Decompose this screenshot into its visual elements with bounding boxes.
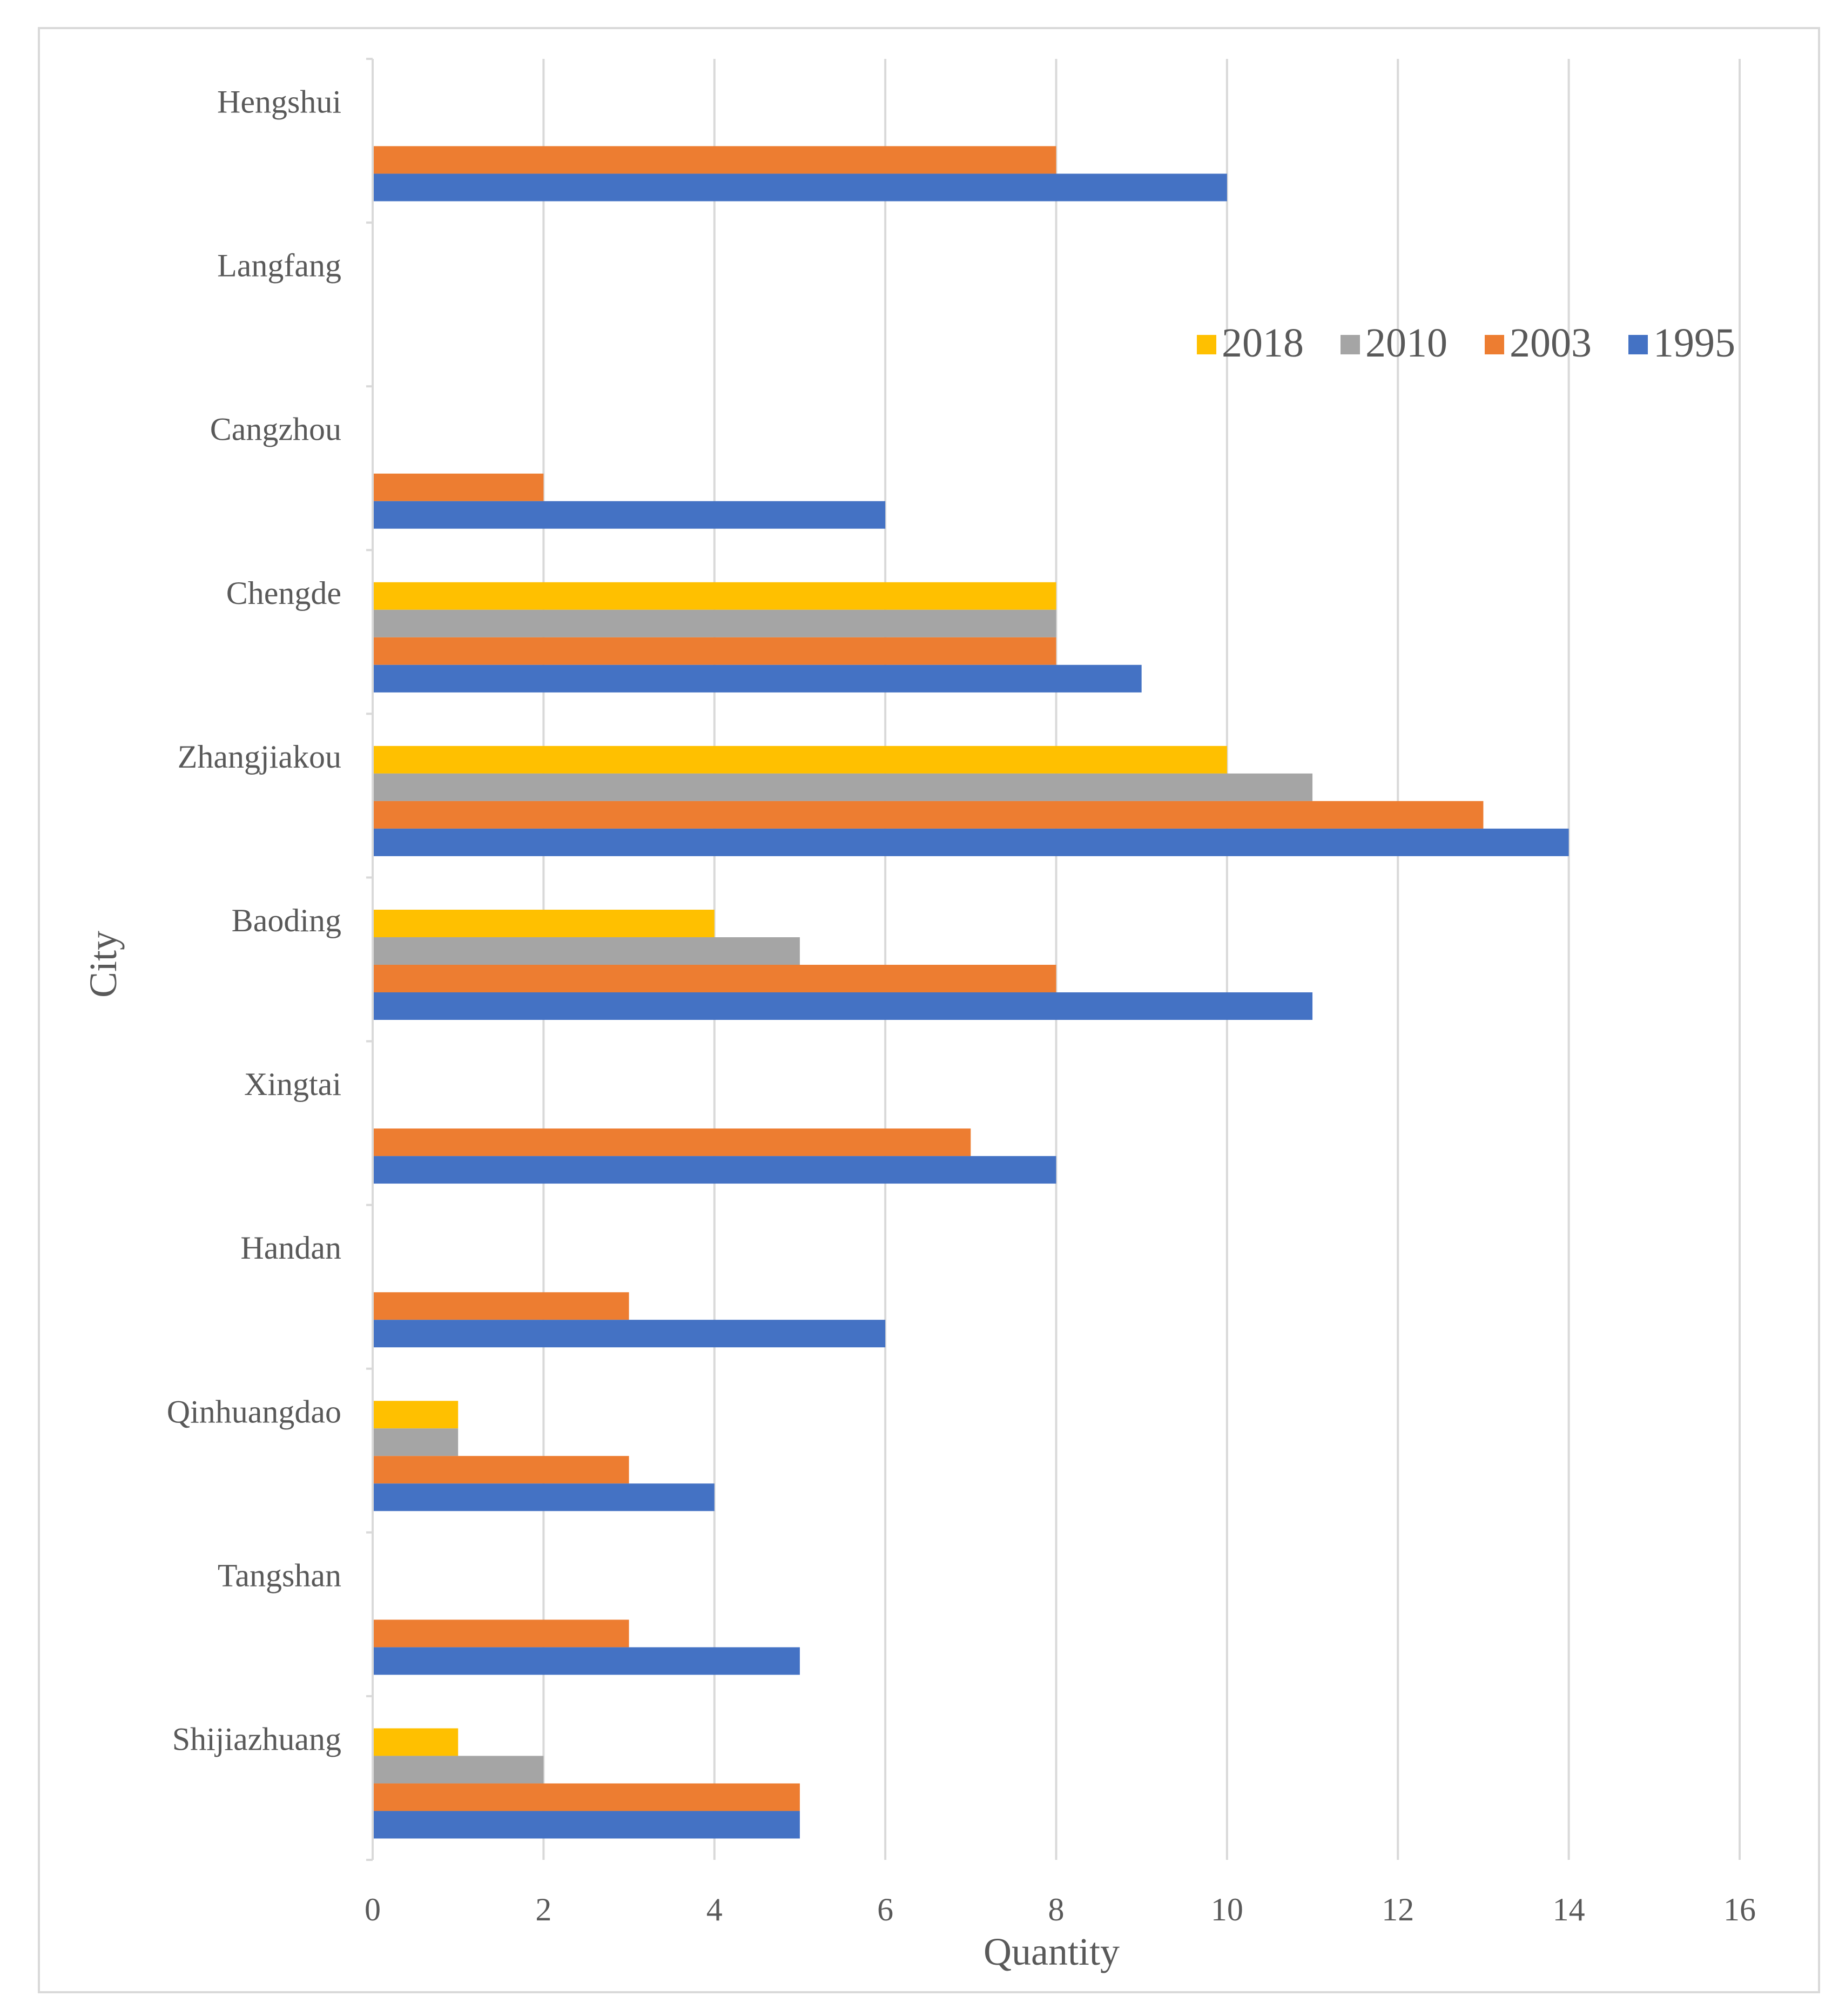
x-tick-label: 6 [877, 1892, 893, 1927]
bar [373, 1619, 629, 1648]
bar [373, 1647, 800, 1675]
x-tick-label: 16 [1723, 1892, 1756, 1927]
bar [373, 1292, 629, 1320]
x-tick-label: 14 [1553, 1892, 1585, 1927]
category-label: Langfang [217, 248, 341, 284]
bar [373, 1128, 971, 1157]
x-tick-label: 2 [535, 1892, 551, 1927]
category-label: Handan [240, 1230, 341, 1266]
legend-label: 1995 [1653, 320, 1735, 366]
bar [373, 1811, 800, 1839]
legend: 2018 2010 2003 1995 [1197, 320, 1735, 366]
category-label: Shijiazhuang [172, 1721, 341, 1757]
x-tick-label: 12 [1382, 1892, 1414, 1927]
x-tick-label: 10 [1211, 1892, 1243, 1927]
legend-swatch [1628, 335, 1648, 354]
bars [373, 146, 1569, 1839]
bar [373, 1483, 715, 1511]
bar [373, 501, 886, 529]
category-label: Baoding [232, 903, 341, 938]
category-label: Cangzhou [210, 412, 341, 447]
category-label: Hengshui [217, 84, 341, 120]
bar [373, 582, 1056, 610]
bar [373, 1401, 459, 1429]
x-axis-title: Quantity [984, 1930, 1120, 1973]
bar [373, 1728, 459, 1756]
category-label: Tangshan [218, 1557, 341, 1593]
legend-swatch [1341, 335, 1360, 354]
bar [373, 637, 1056, 665]
bar [373, 965, 1056, 992]
gridlines [542, 59, 1741, 1860]
bar [373, 828, 1569, 856]
x-tick-label: 0 [365, 1892, 381, 1927]
bar [373, 745, 1227, 774]
legend-label: 2018 [1222, 320, 1304, 366]
category-label: Qinhuangdao [167, 1394, 341, 1429]
x-tick-label: 8 [1048, 1892, 1065, 1927]
x-tick-label: 4 [706, 1892, 723, 1927]
bar [373, 173, 1227, 201]
legend-swatch [1197, 335, 1216, 354]
bar [373, 992, 1313, 1020]
bar [373, 146, 1056, 174]
category-label: Zhangjiakou [178, 739, 341, 775]
bar [373, 473, 544, 501]
category-label: Chengde [226, 575, 341, 611]
bar [373, 609, 1056, 637]
bar [373, 664, 1142, 693]
bar [373, 1428, 459, 1456]
bar [373, 1156, 1056, 1184]
bar [373, 937, 800, 965]
legend-label: 2003 [1510, 320, 1592, 366]
bar [373, 1783, 800, 1811]
bar [373, 1320, 886, 1348]
bar [373, 801, 1484, 829]
legend-swatch [1485, 335, 1504, 354]
legend-label: 2010 [1365, 320, 1447, 366]
bar [373, 1456, 629, 1484]
category-label: Xingtai [244, 1066, 341, 1102]
y-axis-title: City [82, 931, 125, 998]
bar [373, 1756, 544, 1784]
axes: 0 2 4 6 8 10 12 14 16 Shijiazhuang Tangshan Qinhuan… [167, 58, 1756, 1927]
bar [373, 773, 1313, 801]
bar [373, 910, 715, 937]
